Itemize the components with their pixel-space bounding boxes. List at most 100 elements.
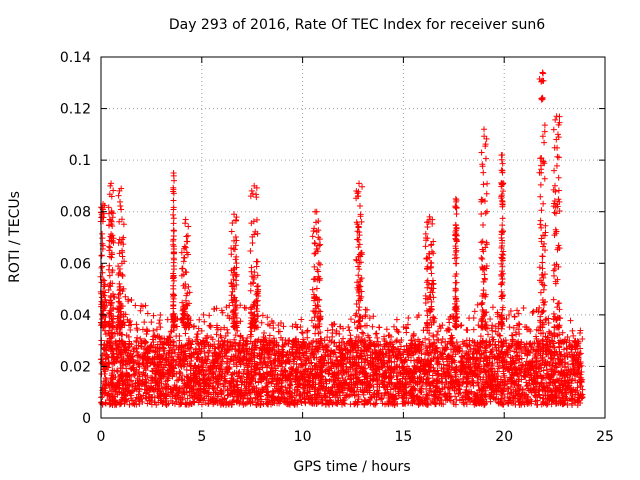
data-point [346,327,353,334]
data-point [405,315,412,322]
data-point [280,343,287,350]
data-point [464,327,471,334]
data-point [370,375,377,382]
data-point [536,304,543,311]
data-point [448,346,455,353]
data-point [245,351,252,358]
data-point [307,366,314,373]
data-point [376,371,383,378]
data-point [119,381,126,388]
data-point [328,365,335,372]
data-point [200,337,207,344]
data-point [549,380,556,387]
data-point [364,306,371,313]
data-point [375,390,382,397]
data-point [533,401,540,408]
data-point [395,329,402,336]
data-point [217,401,224,408]
data-point [443,344,450,351]
data-point [299,330,306,337]
data-point [513,387,520,394]
data-point [261,329,268,336]
data-point [343,392,350,399]
data-point [537,352,544,359]
data-point [298,316,305,323]
data-point [419,339,426,346]
data-point [188,363,195,370]
data-point [266,355,273,362]
data-point [267,359,274,366]
data-point [148,319,155,326]
data-point [470,382,477,389]
data-point [237,393,244,400]
data-point [397,343,404,350]
data-point [466,388,473,395]
data-point [408,376,415,383]
data-point [372,401,379,408]
data-point [126,401,133,408]
data-point [133,394,140,401]
data-point [133,338,140,345]
data-point [120,395,127,402]
data-point [340,325,347,332]
data-point [491,342,498,349]
data-point [400,364,407,371]
data-point [186,345,193,352]
data-point [489,304,496,311]
data-point [247,331,254,338]
data-point [449,353,456,360]
data-point [574,349,581,356]
data-point [386,349,393,356]
data-point [576,370,583,377]
data-point [331,339,338,346]
data-point [529,309,536,316]
data-point [506,367,513,374]
data-point [416,367,423,374]
data-point [198,394,205,401]
data-point [127,326,134,333]
data-point [258,319,265,326]
data-point [459,338,466,345]
data-point [432,387,439,394]
data-point [369,323,376,330]
data-point [265,388,272,395]
data-point [142,379,149,386]
data-point [495,344,502,351]
data-point [394,328,401,335]
data-point [199,367,206,374]
data-point [189,338,196,345]
data-point [390,351,397,358]
data-point [394,355,401,362]
data-point [176,401,183,408]
data-point [476,361,483,368]
data-point [134,334,141,341]
data-point [451,343,458,350]
data-point [106,384,113,391]
data-point [331,321,338,328]
data-point [215,338,222,345]
data-point [150,327,157,334]
data-point [393,316,400,323]
data-point [148,374,155,381]
data-point [438,339,445,346]
data-point [561,352,568,359]
data-point [165,389,172,396]
data-point [356,369,363,376]
data-point [182,330,189,337]
data-point [577,378,584,385]
data-point [502,365,509,372]
data-point [131,345,138,352]
data-point [242,391,249,398]
data-point [164,316,171,323]
data-point [489,327,496,334]
data-point [127,355,134,362]
data-point [144,363,151,370]
data-point [359,329,366,336]
data-point [429,372,436,379]
data-point [474,354,481,361]
data-point [340,335,347,342]
data-point [311,362,318,369]
data-point [370,313,377,320]
data-point [366,334,373,341]
